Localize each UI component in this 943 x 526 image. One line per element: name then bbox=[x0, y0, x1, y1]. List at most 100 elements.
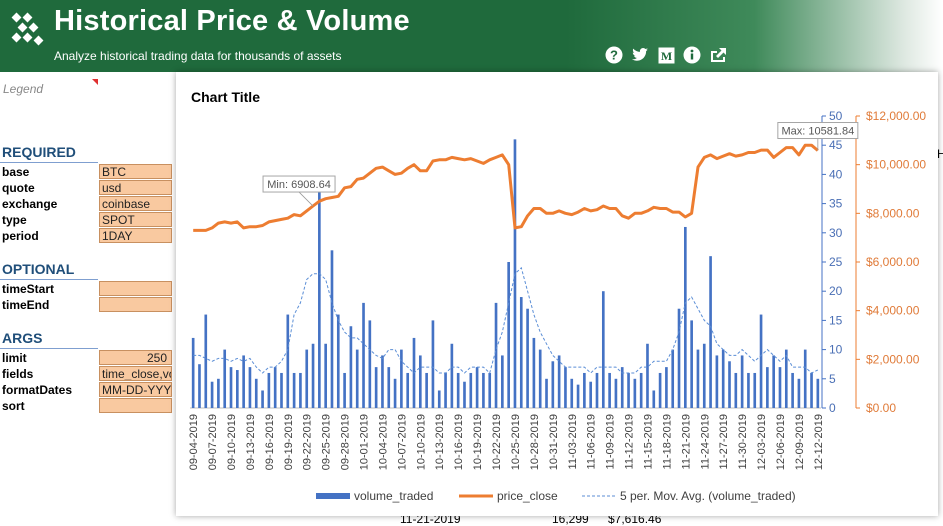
volume-bar bbox=[702, 343, 706, 408]
volume-bar bbox=[721, 349, 725, 408]
volume-bar bbox=[355, 349, 359, 408]
legend-label: volume_traded bbox=[354, 489, 433, 503]
volume-bar bbox=[627, 372, 630, 408]
y-left-tick-label: 40 bbox=[829, 167, 843, 181]
x-tick-label: 09-25-2019 bbox=[321, 414, 333, 470]
volume-bar bbox=[292, 372, 296, 408]
info-icon[interactable] bbox=[682, 45, 702, 65]
volume-bar bbox=[223, 349, 227, 408]
legend-label: price_close bbox=[497, 489, 558, 503]
chart[interactable]: Chart Title 0 5 10 15 20 25 30 35 40 45 50 $0.00 $2,… bbox=[176, 72, 938, 516]
header-icon-bar: ? M bbox=[604, 45, 728, 65]
annotation-box bbox=[777, 122, 859, 140]
volume-bar bbox=[740, 355, 744, 408]
volume-bar bbox=[551, 361, 555, 408]
param-row-base: base BTC bbox=[0, 164, 176, 180]
volume-bar bbox=[463, 381, 466, 408]
section-title-optional: OPTIONAL bbox=[2, 261, 75, 277]
volume-bar bbox=[652, 390, 656, 408]
chart-title: Chart Title bbox=[191, 89, 260, 105]
share-icon[interactable] bbox=[708, 45, 728, 65]
volume-bar bbox=[639, 372, 643, 408]
volume-bar bbox=[349, 326, 353, 408]
param-input-sort[interactable] bbox=[99, 398, 172, 413]
param-input-type[interactable]: SPOT bbox=[99, 212, 172, 227]
volume-bar bbox=[747, 372, 750, 408]
volume-bar bbox=[759, 314, 763, 408]
chart-panel[interactable]: Chart Title 0 5 10 15 20 25 30 35 40 45 50 $0.00 $2,… bbox=[176, 72, 938, 516]
volume-bar bbox=[299, 372, 302, 408]
x-tick-label: 09-13-2019 bbox=[245, 414, 257, 470]
param-input-limit[interactable]: 250 bbox=[99, 350, 172, 365]
x-tick-label: 10-19-2019 bbox=[472, 414, 484, 470]
param-input-base[interactable]: BTC bbox=[99, 164, 172, 179]
volume-bar bbox=[437, 390, 441, 408]
x-tick-label: 09-16-2019 bbox=[264, 414, 276, 470]
x-tick-label: 11-03-2019 bbox=[567, 414, 579, 469]
volume-bar bbox=[620, 367, 624, 408]
y-right-tick-label: $0.00 bbox=[866, 401, 896, 415]
volume-bar bbox=[728, 361, 731, 408]
help-icon[interactable]: ? bbox=[604, 45, 624, 65]
param-input-timestart[interactable] bbox=[99, 281, 172, 296]
volume-bar bbox=[715, 355, 719, 408]
volume-bar bbox=[324, 343, 327, 408]
x-tick-label: 09-10-2019 bbox=[226, 414, 238, 470]
param-input-quote[interactable]: usd bbox=[99, 180, 172, 195]
annotation-box bbox=[262, 175, 336, 193]
x-tick-label: 11-27-2019 bbox=[718, 414, 730, 469]
volume-bar bbox=[431, 320, 435, 408]
param-row-sort: sort bbox=[0, 398, 176, 414]
x-tick-label: 10-04-2019 bbox=[377, 414, 389, 470]
x-tick-label: 09-07-2019 bbox=[207, 414, 219, 470]
x-tick-label: 10-28-2019 bbox=[529, 414, 541, 470]
volume-bar bbox=[564, 367, 567, 408]
x-tick-label: 11-18-2019 bbox=[661, 414, 673, 469]
annotation-label: Min: 6908.64 bbox=[267, 179, 331, 191]
param-input-period[interactable]: 1DAY bbox=[99, 228, 172, 243]
legend-label: 5 per. Mov. Avg. (volume_traded) bbox=[620, 489, 796, 503]
param-row-timeend: timeEnd bbox=[0, 297, 176, 313]
param-input-formatdates[interactable]: MM-DD-YYYY bbox=[99, 382, 172, 397]
volume-bar bbox=[248, 367, 252, 408]
param-row-exchange: exchange coinbase bbox=[0, 196, 176, 212]
volume-bar bbox=[393, 378, 397, 408]
volume-bar bbox=[589, 381, 593, 408]
y-left-tick-label: 0 bbox=[829, 401, 836, 415]
volume-bar bbox=[557, 355, 561, 408]
volume-bar bbox=[425, 372, 428, 408]
param-input-fields[interactable]: time_close,vo bbox=[99, 366, 172, 381]
y-left-tick-label: 25 bbox=[829, 255, 843, 269]
x-tick-label: 11-09-2019 bbox=[605, 414, 617, 469]
volume-bar bbox=[305, 349, 309, 408]
volume-bar bbox=[286, 314, 290, 408]
volume-bar bbox=[311, 343, 315, 408]
volume-bar bbox=[595, 372, 599, 408]
annotation-label: Max: 10581.84 bbox=[781, 126, 854, 138]
param-input-timeend[interactable] bbox=[99, 297, 172, 312]
y-left-tick-label: 45 bbox=[829, 138, 843, 152]
y-right-tick-label: $10,000.00 bbox=[866, 158, 926, 172]
volume-bar bbox=[601, 291, 605, 408]
volume-bar bbox=[488, 372, 492, 408]
y-right-tick-label: $12,000.00 bbox=[866, 109, 926, 123]
volume-bar bbox=[387, 367, 391, 408]
y-left-tick-label: 35 bbox=[829, 197, 843, 211]
x-tick-label: 12-12-2019 bbox=[813, 414, 825, 470]
param-label: fields bbox=[2, 367, 34, 381]
section-title-required: REQUIRED bbox=[2, 144, 76, 160]
volume-bar bbox=[261, 390, 264, 408]
x-tick-label: 11-24-2019 bbox=[699, 414, 711, 469]
param-input-exchange[interactable]: coinbase bbox=[99, 196, 172, 211]
volume-bar bbox=[696, 349, 700, 408]
svg-text:?: ? bbox=[610, 48, 618, 63]
x-tick-label: 12-03-2019 bbox=[756, 414, 768, 470]
volume-bar bbox=[507, 262, 510, 408]
volume-bar bbox=[469, 372, 473, 408]
twitter-icon[interactable] bbox=[630, 45, 650, 65]
volume-bar bbox=[381, 355, 384, 408]
volume-bar bbox=[229, 367, 233, 408]
logo-icon bbox=[11, 12, 44, 46]
y-left-tick-label: 20 bbox=[829, 284, 843, 298]
medium-icon[interactable]: M bbox=[656, 45, 676, 65]
